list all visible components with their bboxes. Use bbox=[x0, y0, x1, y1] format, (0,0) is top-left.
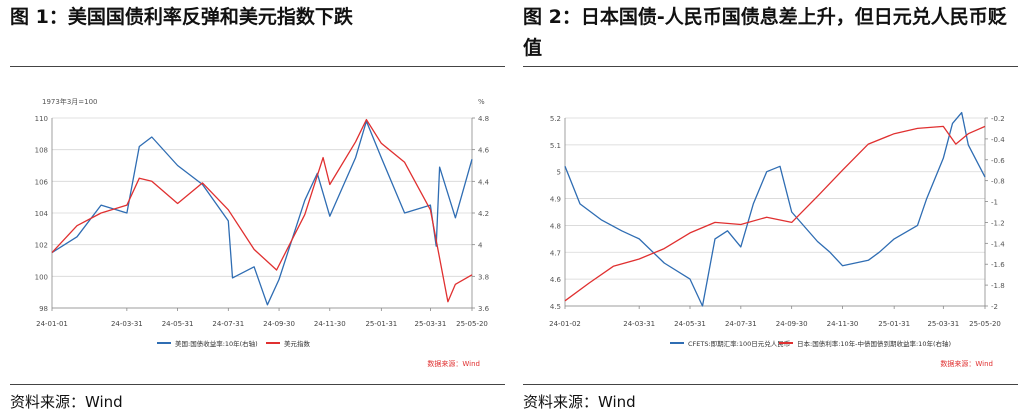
xtick-label: 24-09-30 bbox=[263, 320, 295, 328]
ytick-left-label: 110 bbox=[35, 115, 48, 123]
figure-1-source: 资料来源：Wind bbox=[10, 393, 123, 411]
xtick-label: 24-05-31 bbox=[674, 320, 706, 328]
ytick-left-label: 98 bbox=[39, 305, 48, 313]
xtick-label: 24-01-01 bbox=[36, 320, 68, 328]
ytick-left-label: 106 bbox=[35, 178, 49, 186]
ytick-right-label: 4.8 bbox=[478, 115, 489, 123]
ytick-right-label: -1.2 bbox=[991, 219, 1005, 227]
ytick-left-label: 102 bbox=[35, 242, 48, 250]
xtick-label: 25-05-20 bbox=[969, 320, 1001, 328]
figure-1-chart-svg: 98 100 102 104 106 108 110 3.6 3.8 4 4.2 4.4 4.6 4.8 2… bbox=[35, 97, 490, 368]
ytick-left-label: 4.5 bbox=[550, 303, 561, 311]
xtick-label: 24-03-31 bbox=[111, 320, 143, 328]
ytick-right-label: -1 bbox=[991, 199, 998, 207]
series-line-2 bbox=[51, 118, 473, 303]
figure-1-title: 图 1：美国国债利率反弹和美元指数下跌 bbox=[10, 6, 353, 28]
unit-left-label: 1973年3月=100 bbox=[42, 97, 98, 106]
figure-1-top-rule bbox=[10, 66, 505, 67]
ytick-right-label: -1.6 bbox=[991, 261, 1005, 269]
figure-2-title: 图 2：日本国债-人民币国债息差上升，但日元兑人民币贬值 bbox=[523, 6, 1007, 59]
figure-1: 图 1：美国国债利率反弹和美元指数下跌 98 100 102 104 106 108 110… bbox=[10, 0, 510, 415]
ytick-left-label: 4.7 bbox=[550, 249, 561, 257]
ytick-left-label: 5 bbox=[557, 169, 561, 177]
figure-2-top-rule bbox=[523, 66, 1018, 67]
xtick-label: 25-03-31 bbox=[415, 320, 447, 328]
ytick-left-label: 108 bbox=[35, 147, 48, 155]
xtick-label: 24-05-31 bbox=[162, 320, 194, 328]
ytick-right-label: 3.6 bbox=[478, 305, 490, 313]
ytick-right-label: -1.4 bbox=[991, 240, 1005, 248]
legend-label-1: 美国:国债收益率:10年(右轴) bbox=[175, 339, 258, 348]
ytick-left-label: 4.8 bbox=[550, 222, 561, 230]
figure-2: 图 2：日本国债-人民币国债息差上升，但日元兑人民币贬值 4.5 4.6 4.7 4.… bbox=[523, 0, 1023, 415]
xtick-label: 24-11-30 bbox=[827, 320, 859, 328]
ytick-right-label: 3.8 bbox=[478, 273, 489, 281]
xtick-label: 25-05-20 bbox=[456, 320, 488, 328]
chart-source-note: 数据来源：Wind bbox=[940, 359, 993, 368]
ytick-left-label: 4.6 bbox=[550, 276, 562, 284]
ytick-right-label: -2 bbox=[991, 303, 998, 311]
figure-2-bottom-rule bbox=[523, 384, 1018, 385]
figure-1-bottom-rule bbox=[10, 384, 505, 385]
chart-source-note: 数据来源：Wind bbox=[427, 359, 480, 368]
ytick-left-label: 100 bbox=[35, 273, 48, 281]
ytick-right-label: 4 bbox=[478, 242, 483, 250]
xtick-label: 24-11-30 bbox=[314, 320, 346, 328]
legend-label-2: 美元指数 bbox=[284, 339, 311, 348]
ytick-right-label: -0.6 bbox=[991, 157, 1005, 165]
ytick-left-label: 104 bbox=[35, 210, 49, 218]
ytick-right-label: -0.4 bbox=[991, 136, 1005, 144]
figure-2-chart: 4.5 4.6 4.7 4.8 4.9 5 5.1 5.2 -2 -1.8 -1.6 -1.4 -1.2… bbox=[523, 70, 1018, 375]
unit-right-label: % bbox=[478, 98, 485, 106]
ytick-right-label: -0.8 bbox=[991, 178, 1005, 186]
ytick-right-label: -1.8 bbox=[991, 282, 1005, 290]
ytick-right-label: 4.4 bbox=[478, 178, 490, 186]
xtick-label: 25-03-31 bbox=[927, 320, 959, 328]
figure-2-chart-svg: 4.5 4.6 4.7 4.8 4.9 5 5.1 5.2 -2 -1.8 -1.6 -1.4 -1.2… bbox=[549, 111, 1005, 368]
series-line-1 bbox=[51, 120, 473, 306]
series-line-2 bbox=[564, 125, 986, 302]
xtick-label: 24-01-02 bbox=[549, 320, 581, 328]
series-line-1 bbox=[564, 111, 986, 307]
ytick-left-label: 5.1 bbox=[550, 142, 561, 150]
xtick-label: 24-03-31 bbox=[623, 320, 655, 328]
ytick-right-label: 4.6 bbox=[478, 147, 490, 155]
xtick-label: 25-01-31 bbox=[878, 320, 910, 328]
xtick-label: 24-09-30 bbox=[776, 320, 808, 328]
ytick-right-label: -0.2 bbox=[991, 115, 1005, 123]
figure-2-source: 资料来源：Wind bbox=[523, 393, 636, 411]
xtick-label: 24-07-31 bbox=[212, 320, 244, 328]
figure-1-chart: 98 100 102 104 106 108 110 3.6 3.8 4 4.2 4.4 4.6 4.8 2… bbox=[10, 70, 505, 375]
xtick-label: 24-07-31 bbox=[725, 320, 757, 328]
ytick-left-label: 4.9 bbox=[550, 196, 561, 204]
legend-label-1: CFETS:即期汇率:100日元兑人民币 bbox=[688, 339, 790, 348]
xtick-label: 25-01-31 bbox=[365, 320, 397, 328]
ytick-left-label: 5.2 bbox=[550, 115, 561, 123]
ytick-right-label: 4.2 bbox=[478, 210, 489, 218]
legend-label-2: 日本:国债利率:10年-中债国债到期收益率:10年(右轴) bbox=[797, 339, 951, 348]
